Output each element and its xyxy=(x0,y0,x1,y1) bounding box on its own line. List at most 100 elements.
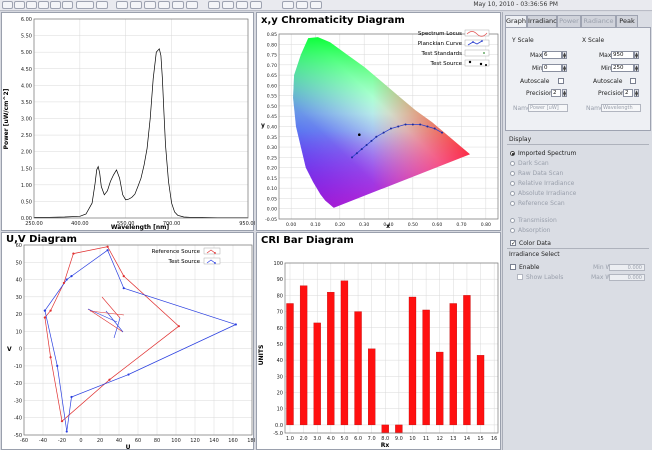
min-wl-field[interactable]: 0.000 xyxy=(609,264,645,271)
uv-point xyxy=(43,309,47,312)
radio-relative-irradiance[interactable] xyxy=(510,181,515,186)
toolbar-button[interactable] xyxy=(130,1,142,9)
planckian-point xyxy=(389,127,392,130)
cri-bar xyxy=(368,348,376,426)
toolbar-button[interactable] xyxy=(310,1,322,9)
y-tick-label: 5.00 xyxy=(21,50,32,56)
y-tick-label: -50 xyxy=(14,433,22,439)
toolbar-button[interactable] xyxy=(186,1,198,9)
legend-reference-source: Reference Source xyxy=(152,249,201,255)
radio-absolute-irradiance[interactable] xyxy=(510,191,515,196)
radio-absorption[interactable] xyxy=(510,228,515,233)
toolbar-button[interactable] xyxy=(144,1,156,9)
planckian-point xyxy=(419,123,422,126)
chromaticity-chart: 0.85 0.80 0.75 0.70 0.65 0.60 0.55 0.50 0.45 0.40… xyxy=(261,15,499,230)
spectrum-line xyxy=(34,48,248,219)
show-labels-checkbox[interactable] xyxy=(517,274,523,280)
toolbar-button[interactable] xyxy=(76,1,94,9)
chromaticity-panel: 0.85 0.80 0.75 0.70 0.65 0.60 0.55 0.50 0.45 0.40… xyxy=(256,12,501,231)
y-autoscale-checkbox[interactable] xyxy=(558,78,564,84)
option-reference-scan: Reference Scan xyxy=(518,200,565,207)
chromaticity-xlabel: x xyxy=(386,223,390,230)
y-tick-label: 0 xyxy=(19,347,22,353)
color-data-checkbox[interactable]: ✓ xyxy=(510,240,517,247)
toolbar-button[interactable] xyxy=(26,1,37,9)
y-tick-label: 30 xyxy=(277,374,283,380)
y-tick-label: 0.10 xyxy=(267,186,277,192)
x-tick-label: 14 xyxy=(464,436,470,442)
ymin-stepper[interactable]: ▲ ▼ xyxy=(562,64,567,72)
radio-dark-scan[interactable] xyxy=(510,161,515,166)
y-precision-stepper[interactable]: ▲ ▼ xyxy=(562,89,567,97)
uv-point xyxy=(70,395,73,399)
ymin-input[interactable]: 0 xyxy=(542,64,562,72)
cri-bar xyxy=(449,303,457,426)
enable-checkbox[interactable] xyxy=(510,264,516,270)
uv-point xyxy=(49,356,52,359)
toolbar-button[interactable] xyxy=(236,1,248,9)
radio-transmission[interactable] xyxy=(510,218,515,223)
toolbar-button[interactable] xyxy=(222,1,234,9)
toolbar-button[interactable] xyxy=(208,1,220,9)
x-autoscale-checkbox[interactable] xyxy=(630,78,636,84)
x-name-field[interactable]: Wavelength xyxy=(601,104,641,112)
radio-imported-spectrum[interactable] xyxy=(510,151,515,156)
uv-title: U,V Diagram xyxy=(6,234,77,245)
y-tick-label: 0.0 xyxy=(275,423,283,429)
x-tick-label: 16 xyxy=(491,436,497,442)
max-wl-field[interactable]: 0.000 xyxy=(609,274,645,281)
uv-center-lines xyxy=(87,296,125,339)
toolbar-button[interactable] xyxy=(250,1,262,9)
toolbar-button[interactable] xyxy=(116,1,128,9)
y-tick-label: 30 xyxy=(16,295,22,301)
toolbar-button[interactable] xyxy=(158,1,170,9)
y-tick-label: 4.50 xyxy=(21,67,32,73)
toolbar-button[interactable] xyxy=(2,1,13,9)
cri-bar xyxy=(395,424,403,434)
xmax-stepper[interactable]: ▲ ▼ xyxy=(634,51,639,59)
uv-point xyxy=(62,281,65,285)
tab-radiance[interactable]: Radiance xyxy=(581,15,616,27)
ymax-stepper[interactable]: ▲ ▼ xyxy=(562,51,567,59)
toolbar-button[interactable] xyxy=(62,1,73,9)
chromaticity-title: x,y Chromaticity Diagram xyxy=(261,15,405,26)
toolbar-button[interactable] xyxy=(96,1,108,9)
uv-point xyxy=(65,278,68,281)
toolbar-button[interactable] xyxy=(38,1,49,9)
legend-test-source: Test Source xyxy=(430,61,463,67)
radio-raw-data-scan[interactable] xyxy=(510,171,515,176)
xmin-stepper[interactable]: ▲ ▼ xyxy=(634,64,639,72)
tab-peak[interactable]: Peak xyxy=(616,15,638,27)
toolbar-button[interactable] xyxy=(296,1,308,9)
x-precision-stepper[interactable]: ▲ ▼ xyxy=(634,89,639,97)
toolbar-button[interactable] xyxy=(282,1,294,9)
tab-power[interactable]: Power xyxy=(557,15,581,27)
uv-point xyxy=(49,309,52,312)
toolbar-button[interactable] xyxy=(50,1,61,9)
y-precision-input[interactable]: 2 xyxy=(551,89,561,97)
x-tick-label: -20 xyxy=(58,438,66,444)
xmax-input[interactable]: 950 xyxy=(611,51,634,59)
y-tick-label: 60 xyxy=(277,326,283,332)
option-absolute-irradiance: Absolute Irradiance xyxy=(518,190,577,197)
cri-xlabel: Rx xyxy=(381,442,390,449)
xmin-input[interactable]: 250 xyxy=(611,64,634,72)
tab-irradiance[interactable]: Irradiance xyxy=(527,15,561,27)
ymax-input[interactable]: 6 xyxy=(542,51,562,59)
x-tick-label: 7.0 xyxy=(368,436,376,442)
y-tick-label: 0.65 xyxy=(267,73,277,79)
tab-graph[interactable]: Graph xyxy=(505,15,527,28)
radio-reference-scan[interactable] xyxy=(510,201,515,206)
irradiance-divider xyxy=(507,248,649,249)
toolbar-button[interactable] xyxy=(14,1,25,9)
y-name-field[interactable]: Power [uW] xyxy=(528,104,568,112)
toolbar-button[interactable] xyxy=(172,1,184,9)
cri-bar xyxy=(327,291,335,426)
planckian-point xyxy=(370,139,373,142)
x-tick-label: 0.10 xyxy=(310,222,320,228)
uv-legend: Reference Source Test Source xyxy=(152,247,221,265)
y-tick-label: 6.00 xyxy=(21,17,32,23)
x-precision-input[interactable]: 2 xyxy=(623,89,633,97)
y-tick-label: 0.30 xyxy=(267,145,277,151)
